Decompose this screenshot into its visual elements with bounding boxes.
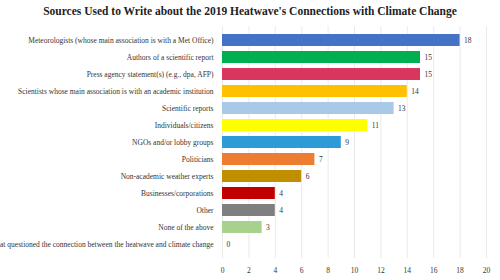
svg-text:Scientists whose main associat: Scientists whose main association is wit…	[18, 87, 214, 96]
svg-text:15: 15	[425, 53, 433, 62]
svg-text:10: 10	[351, 266, 359, 275]
svg-text:0: 0	[221, 266, 225, 275]
svg-text:13: 13	[398, 104, 406, 113]
svg-text:4: 4	[273, 266, 277, 275]
svg-text:Meteorologists (whose main ass: Meteorologists (whose main association i…	[28, 36, 214, 45]
svg-text:NGOs and/or lobby groups: NGOs and/or lobby groups	[132, 138, 214, 147]
svg-text:Other: Other	[196, 206, 214, 215]
svg-text:15: 15	[425, 70, 433, 79]
svg-text:6: 6	[300, 266, 304, 275]
svg-text:Politicians: Politicians	[182, 155, 214, 164]
svg-text:18: 18	[464, 36, 472, 45]
svg-text:20: 20	[483, 266, 491, 275]
svg-text:8: 8	[326, 266, 330, 275]
svg-text:2: 2	[247, 266, 251, 275]
html-text:Sources Used to Write about th: Sources Used to Write about the 2019 Hea…	[43, 5, 457, 17]
svg-text:None of the above: None of the above	[158, 223, 214, 232]
svg-text:14: 14	[411, 87, 419, 96]
svg-text:4: 4	[279, 189, 283, 198]
svg-text:Any source that questioned the: Any source that questioned the connectio…	[0, 240, 214, 249]
svg-text:Authors of a scientific report: Authors of a scientific report	[127, 53, 215, 62]
svg-text:11: 11	[372, 121, 379, 130]
svg-text:4: 4	[279, 206, 283, 215]
svg-text:12: 12	[377, 266, 385, 275]
svg-text:3: 3	[266, 223, 270, 232]
svg-text:18: 18	[456, 266, 464, 275]
svg-text:0: 0	[227, 240, 231, 249]
svg-text:Businesses/corporations: Businesses/corporations	[141, 189, 214, 198]
svg-text:14: 14	[404, 266, 412, 275]
svg-text:16: 16	[430, 266, 438, 275]
svg-text:Press agency statement(s) (e.g: Press agency statement(s) (e.g., dpa, AF…	[87, 70, 214, 79]
svg-text:6: 6	[306, 172, 310, 181]
svg-text:Non-academic weather experts: Non-academic weather experts	[121, 172, 214, 181]
svg-text:9: 9	[345, 138, 349, 147]
svg-text:Scientific reports: Scientific reports	[162, 104, 214, 113]
svg-text:7: 7	[319, 155, 323, 164]
svg-text:Individuals/citizens: Individuals/citizens	[155, 121, 214, 130]
